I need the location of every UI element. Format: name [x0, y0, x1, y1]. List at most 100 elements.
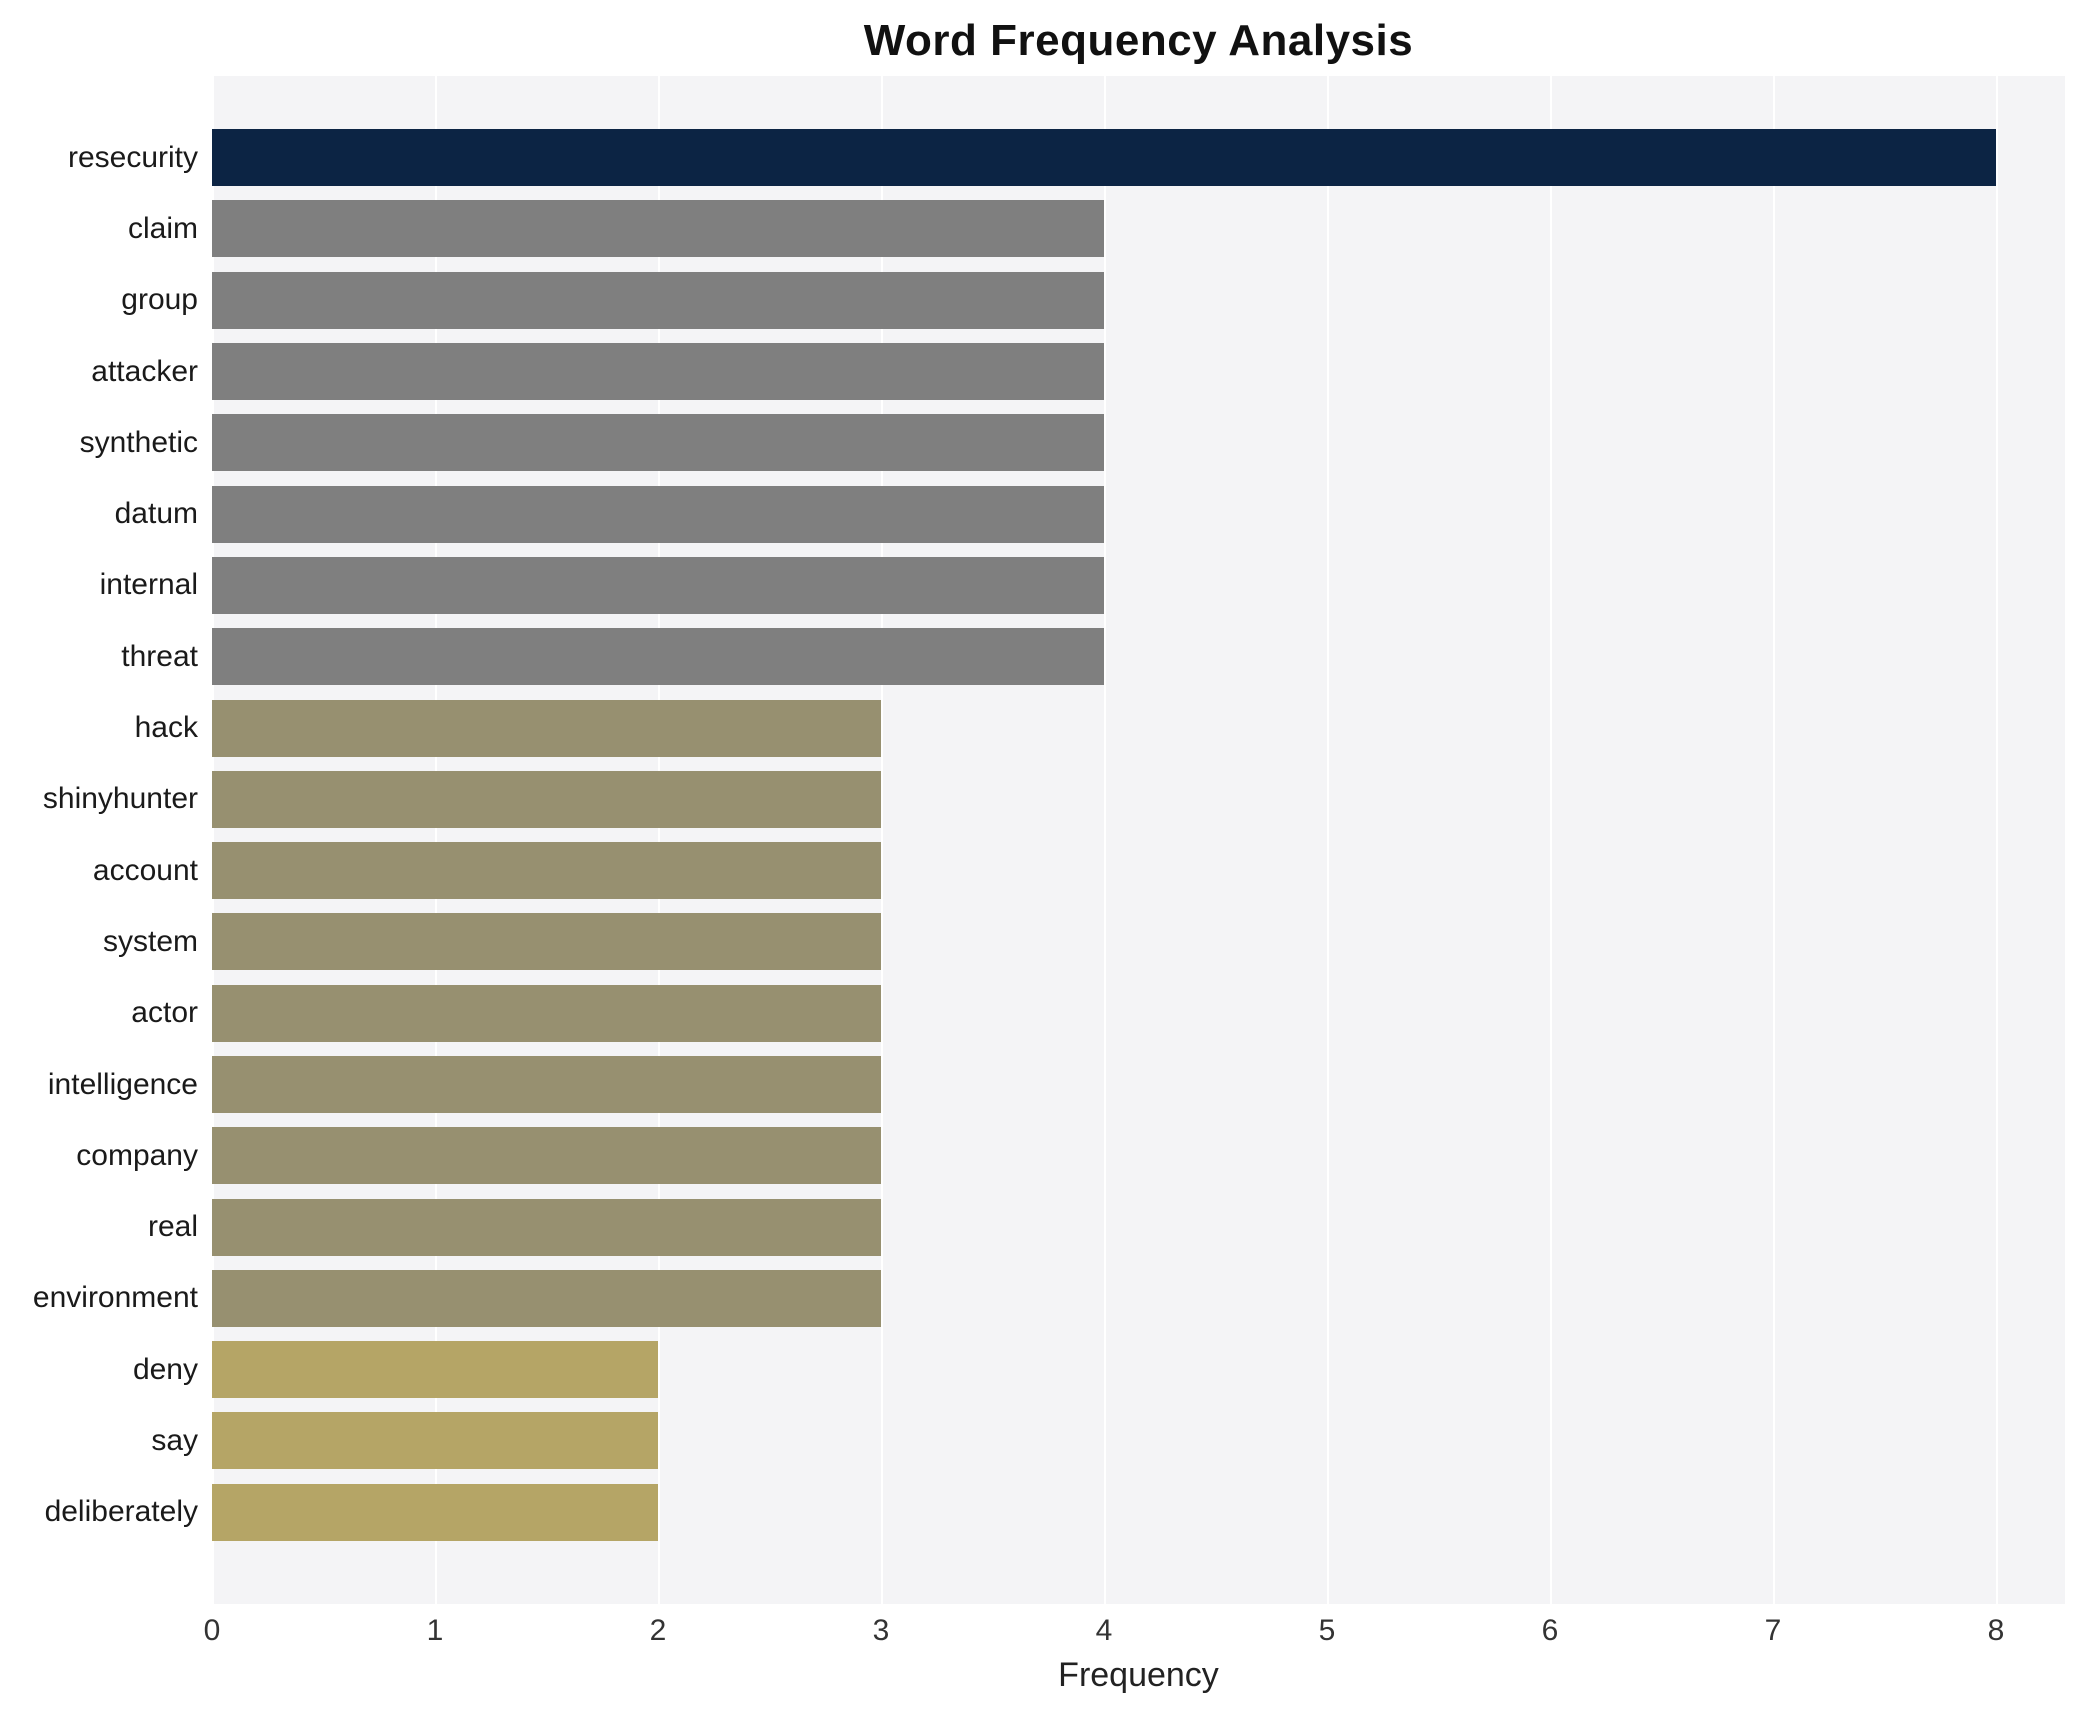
- category-label: attacker: [91, 354, 198, 388]
- category-label: actor: [131, 996, 198, 1030]
- bar-row: real: [0, 1191, 2065, 1262]
- gridline: [1327, 76, 1329, 1604]
- bar-row: actor: [0, 978, 2065, 1049]
- category-label: real: [147, 1210, 198, 1244]
- x-tick-label: 6: [1541, 1614, 1559, 1647]
- bar: [212, 984, 881, 1042]
- bar-track: [212, 699, 2065, 757]
- bar-track: [212, 1127, 2065, 1185]
- bar-track: [212, 842, 2065, 900]
- bar-track: [212, 271, 2065, 329]
- chart-title: Word Frequency Analysis: [863, 16, 1414, 65]
- category-label: deny: [132, 1352, 198, 1386]
- category-label: say: [151, 1423, 198, 1457]
- x-tick-label: 4: [1095, 1614, 1113, 1647]
- bar-row: deny: [0, 1334, 2065, 1405]
- category-label: environment: [32, 1281, 198, 1315]
- bar-track: [212, 770, 2065, 828]
- x-tick-label: 0: [203, 1614, 221, 1647]
- bar-row: attacker: [0, 336, 2065, 407]
- gridline: [1104, 76, 1106, 1604]
- bar-track: [212, 1341, 2065, 1399]
- bar-row: internal: [0, 550, 2065, 621]
- bar-track: [212, 1412, 2065, 1470]
- bar: [212, 271, 1104, 329]
- bar: [212, 628, 1104, 686]
- category-label: hack: [134, 711, 198, 745]
- category-label: deliberately: [44, 1495, 198, 1529]
- category-label: threat: [121, 639, 198, 673]
- bar: [212, 1056, 881, 1113]
- bar: [212, 200, 1104, 258]
- category-label: resecurity: [67, 140, 198, 174]
- bar: [212, 770, 881, 828]
- bar-row: datum: [0, 478, 2065, 549]
- bar-track: [212, 1198, 2065, 1256]
- bar-track: [212, 1269, 2065, 1327]
- x-tick-label: 2: [649, 1614, 667, 1647]
- bar-row: hack: [0, 692, 2065, 763]
- bar-row: claim: [0, 193, 2065, 264]
- gridline: [435, 76, 437, 1604]
- x-tick-label: 1: [426, 1614, 444, 1647]
- bar-track: [212, 1056, 2065, 1113]
- chart-canvas: resecurity claim group attacker synthetic dat…: [0, 76, 2093, 1604]
- bar-track: [212, 485, 2065, 543]
- bar-track: [212, 129, 2065, 187]
- bar-row: account: [0, 835, 2065, 906]
- gridline: [658, 76, 660, 1604]
- bar-row: resecurity: [0, 122, 2065, 193]
- bar-track: [212, 1483, 2065, 1541]
- bar-row: company: [0, 1120, 2065, 1191]
- category-label: group: [121, 283, 198, 317]
- x-tick-label: 8: [1987, 1614, 2005, 1647]
- bar-track: [212, 414, 2065, 472]
- category-label: internal: [99, 568, 198, 602]
- gridline: [1550, 76, 1552, 1604]
- x-tick-label: 3: [872, 1614, 890, 1647]
- bar-track: [212, 556, 2065, 614]
- bar: [212, 1341, 658, 1399]
- bar-track: [212, 343, 2065, 401]
- bar: [212, 556, 1104, 614]
- bar-row: say: [0, 1405, 2065, 1476]
- bar-track: [212, 628, 2065, 686]
- x-axis-ticks: 0 1 2 3 4 5 6 7 8: [0, 1604, 2093, 1656]
- bar-track: [212, 913, 2065, 971]
- bar-row: deliberately: [0, 1477, 2065, 1548]
- category-label: company: [76, 1138, 198, 1172]
- bar: [212, 414, 1104, 472]
- category-label: claim: [127, 211, 198, 245]
- bar-track: [212, 984, 2065, 1042]
- bar-row: intelligence: [0, 1049, 2065, 1120]
- gridline: [212, 76, 214, 1604]
- bar: [212, 699, 881, 757]
- category-label: system: [102, 924, 198, 958]
- bar: [212, 1269, 881, 1327]
- bar-row: system: [0, 906, 2065, 977]
- bar: [212, 842, 881, 900]
- x-tick-label: 5: [1318, 1614, 1336, 1647]
- bar: [212, 1127, 881, 1185]
- category-label: shinyhunter: [42, 782, 198, 816]
- gridline: [1996, 76, 1998, 1604]
- bar-row: threat: [0, 621, 2065, 692]
- x-axis-label: Frequency: [1058, 1656, 1219, 1694]
- bar: [212, 343, 1104, 401]
- bar-track: [212, 200, 2065, 258]
- bar-row: environment: [0, 1263, 2065, 1334]
- bar: [212, 1198, 881, 1256]
- bar-rows: resecurity claim group attacker synthetic dat…: [0, 122, 2065, 1548]
- bar-row: shinyhunter: [0, 764, 2065, 835]
- bar: [212, 485, 1104, 543]
- x-tick-label: 7: [1764, 1614, 1782, 1647]
- bar-row: group: [0, 265, 2065, 336]
- bar: [212, 129, 1996, 187]
- bar: [212, 913, 881, 971]
- category-label: synthetic: [79, 425, 198, 459]
- category-label: datum: [114, 497, 198, 531]
- category-label: intelligence: [47, 1067, 198, 1101]
- bar: [212, 1483, 658, 1541]
- bar-row: synthetic: [0, 407, 2065, 478]
